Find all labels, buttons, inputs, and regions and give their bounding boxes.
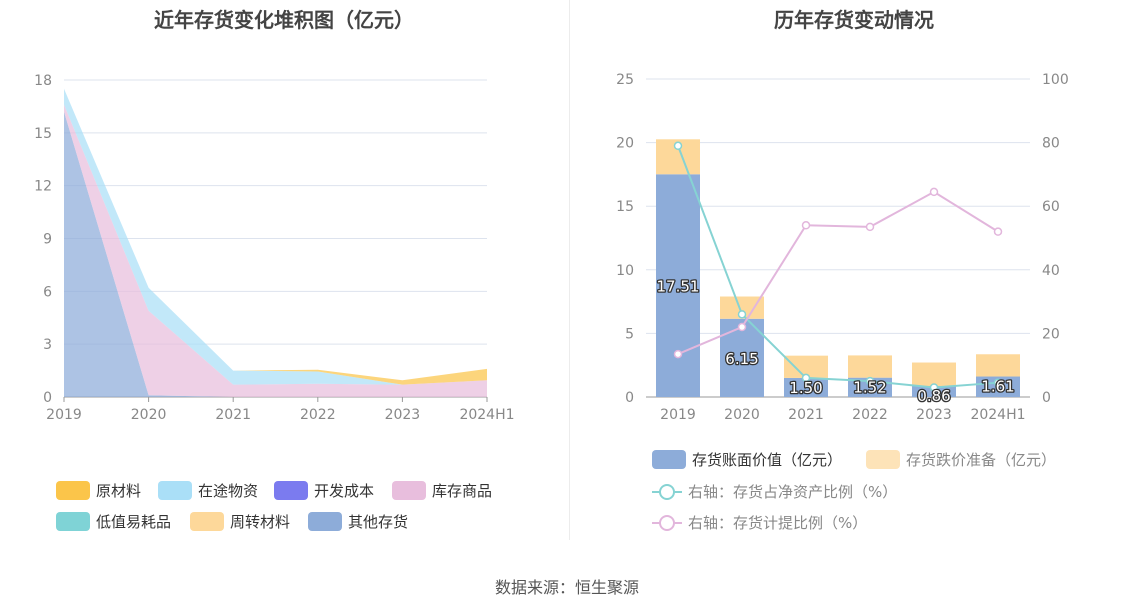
left-x-tick-label: 2024H1 — [459, 407, 514, 423]
right-x-tick-label: 2021 — [788, 407, 824, 423]
line-右轴：存货计提比例（%） — [677, 190, 999, 355]
legend-label: 低值易耗品 — [96, 513, 172, 531]
bar-存货跌价准备（亿元） — [912, 362, 956, 387]
legend-item[interactable]: 右轴：存货计提比例（%） — [652, 512, 867, 533]
legend-item[interactable]: 周转材料 — [190, 511, 290, 532]
legend-label: 原材料 — [96, 482, 142, 500]
legend-swatch — [274, 481, 308, 500]
bar-存货跌价准备（亿元） — [848, 355, 892, 378]
legend-item[interactable]: 存货跌价准备（亿元） — [866, 449, 1056, 470]
legend-swatch — [56, 512, 90, 531]
legend-swatch — [866, 450, 900, 469]
left-y-tick-label: 12 — [34, 179, 52, 195]
bar-存货跌价准备（亿元） — [976, 354, 1020, 377]
right-y2-tick-label: 40 — [1042, 263, 1060, 279]
left-y-tick-label: 3 — [43, 337, 52, 353]
legend-item[interactable]: 存货账面价值（亿元） — [652, 449, 842, 470]
right-x-tick-label: 2020 — [724, 407, 760, 423]
right-y-tick-label: 0 — [625, 390, 634, 406]
bar-data-label: 6.15 — [725, 350, 758, 368]
line-point — [865, 222, 875, 232]
right-chart-title: 历年存货变动情况 — [774, 8, 934, 32]
bar-data-label: 1.52 — [853, 379, 886, 397]
left-y-tick-label: 15 — [34, 126, 52, 142]
data-source: 数据来源：恒生聚源 — [494, 578, 639, 597]
legend-swatch — [56, 481, 90, 500]
right-y-tick-label: 5 — [625, 326, 634, 342]
legend-label: 周转材料 — [230, 513, 291, 531]
left-x-tick-label: 2022 — [300, 407, 336, 423]
bar-存货跌价准备（亿元） — [720, 296, 764, 319]
legend-swatch — [308, 512, 342, 531]
legend-label: 存货跌价准备（亿元） — [906, 451, 1057, 469]
right-x-tick-label: 2019 — [660, 407, 696, 423]
bar-data-label: 1.50 — [789, 379, 822, 397]
right-y-tick-label: 15 — [616, 199, 634, 215]
left-x-tick-label: 2023 — [385, 407, 421, 423]
left-x-tick-label: 2020 — [131, 407, 167, 423]
bar-存货跌价准备（亿元） — [784, 355, 828, 378]
left-y-tick-label: 18 — [34, 73, 52, 89]
line-point — [929, 383, 939, 392]
area-series-其他存货 — [64, 111, 487, 397]
bar-存货账面价值（亿元） — [720, 318, 764, 397]
bar-data-label: 1.61 — [981, 378, 1014, 396]
left-y-tick-label: 9 — [43, 232, 52, 248]
legend-item[interactable]: 在途物资 — [158, 480, 258, 501]
right-y-tick-label: 25 — [616, 72, 634, 88]
legend-label: 右轴：存货计提比例（%） — [688, 514, 868, 532]
legend-swatch — [190, 512, 224, 531]
legend-item[interactable]: 右轴：存货占净资产比例（%） — [652, 481, 897, 502]
bar-存货账面价值（亿元） — [784, 377, 828, 397]
chart-divider — [569, 0, 570, 540]
right-x-tick-label: 2022 — [852, 407, 888, 423]
legend-swatch — [158, 481, 192, 500]
left-x-tick-label: 2019 — [46, 407, 82, 423]
left-y-tick-label: 0 — [43, 390, 52, 406]
bar-data-label: 0.86 — [917, 387, 950, 405]
right-y-tick-label: 10 — [616, 263, 634, 279]
right-x-tick-label: 2023 — [916, 407, 952, 423]
left-x-tick-label: 2021 — [215, 407, 251, 423]
right-y2-tick-label: 100 — [1042, 72, 1069, 88]
line-point — [993, 378, 1003, 387]
left-chart-title: 近年存货变化堆积图（亿元） — [154, 8, 414, 32]
legend-label: 其他存货 — [348, 513, 409, 531]
line-point — [801, 221, 811, 230]
legend-swatch — [652, 513, 682, 532]
line-point — [673, 349, 683, 359]
bar-data-label: 17.51 — [657, 278, 700, 296]
legend-label: 右轴：存货占净资产比例（%） — [688, 483, 898, 501]
legend-item[interactable]: 低值易耗品 — [56, 511, 171, 532]
legend-label: 库存商品 — [432, 482, 493, 500]
line-point — [673, 141, 683, 151]
line-point — [801, 373, 811, 383]
left-y-tick-label: 6 — [43, 284, 52, 300]
legend-label: 存货账面价值（亿元） — [692, 451, 843, 469]
line-point — [865, 376, 875, 386]
legend-label: 在途物资 — [198, 482, 259, 500]
line-point — [737, 310, 747, 319]
line-point — [993, 227, 1003, 236]
right-y2-tick-label: 0 — [1042, 390, 1051, 406]
legend-item[interactable]: 库存商品 — [392, 480, 492, 501]
legend-swatch — [652, 450, 686, 469]
legend-item[interactable]: 原材料 — [56, 480, 141, 501]
right-y-tick-label: 20 — [616, 136, 634, 152]
line-point — [929, 187, 939, 197]
right-y2-tick-label: 20 — [1042, 326, 1060, 342]
line-右轴：存货占净资产比例（%） — [677, 145, 999, 389]
bar-存货账面价值（亿元） — [656, 174, 700, 397]
line-point — [737, 322, 747, 332]
right-y2-tick-label: 60 — [1042, 199, 1060, 215]
area-series-在途物资 — [64, 88, 487, 385]
right-y2-tick-label: 80 — [1042, 136, 1060, 152]
legend-swatch — [652, 482, 682, 501]
legend-item[interactable]: 其他存货 — [308, 511, 408, 532]
legend-item[interactable]: 开发成本 — [274, 480, 374, 501]
right-x-tick-label: 2024H1 — [970, 407, 1025, 423]
legend-swatch — [392, 481, 426, 500]
legend-label: 开发成本 — [314, 482, 375, 500]
